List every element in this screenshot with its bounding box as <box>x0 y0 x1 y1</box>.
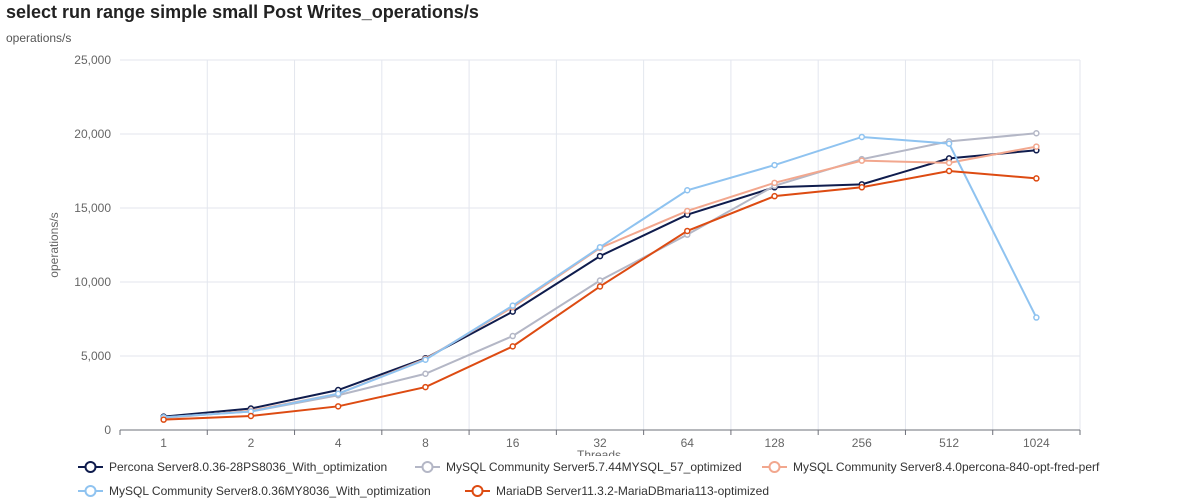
legend-label: MySQL Community Server8.4.0percona-840-o… <box>793 460 1100 474</box>
x-tick-label: 16 <box>506 436 520 450</box>
data-point[interactable] <box>858 157 866 164</box>
y-tick-label: 0 <box>104 423 111 437</box>
data-point[interactable] <box>596 283 604 290</box>
series-1 <box>160 130 1040 421</box>
data-point[interactable] <box>422 356 429 363</box>
x-tick-label: 512 <box>939 436 959 450</box>
legend-label: MariaDB Server11.3.2-MariaDBmaria113-opt… <box>496 484 769 498</box>
y-tick-label: 5,000 <box>81 349 111 363</box>
data-point[interactable] <box>596 252 604 260</box>
x-tick-label: 128 <box>765 436 785 450</box>
data-point[interactable] <box>334 403 342 410</box>
x-tick-label: 8 <box>422 436 429 450</box>
legend-label: MySQL Community Server8.0.36MY8036_With_… <box>109 484 431 498</box>
data-point[interactable] <box>684 186 691 194</box>
legend-item[interactable]: MySQL Community Server8.4.0percona-840-o… <box>762 460 1099 474</box>
data-point[interactable] <box>247 412 255 420</box>
legend-marker-icon <box>465 485 490 497</box>
data-point[interactable] <box>596 277 604 284</box>
data-point[interactable] <box>509 343 516 350</box>
data-point[interactable] <box>160 416 167 423</box>
legend-item[interactable]: MySQL Community Server5.7.44MYSQL_57_opt… <box>415 460 742 474</box>
grid-lines <box>120 59 1081 430</box>
data-point[interactable] <box>858 184 866 191</box>
series-lines <box>160 130 1040 423</box>
y-axis-title: operations/s <box>47 212 61 277</box>
x-tick-label: 2 <box>248 436 255 450</box>
data-point[interactable] <box>771 179 778 187</box>
legend-marker-icon <box>762 461 787 473</box>
y-tick-label: 15,000 <box>74 201 111 215</box>
y-tick-label: 20,000 <box>74 127 111 141</box>
data-point[interactable] <box>1033 175 1040 182</box>
x-axis-title: Threads <box>577 448 621 456</box>
y-tick-label: 10,000 <box>74 275 111 289</box>
x-tick-label: 1024 <box>1023 436 1050 450</box>
data-point[interactable] <box>1033 143 1040 150</box>
legend-item[interactable]: Percona Server8.0.36-28PS8036_With_optim… <box>78 460 387 474</box>
data-point[interactable] <box>771 161 778 169</box>
series-4 <box>160 167 1040 423</box>
legend-marker-icon <box>415 461 440 473</box>
data-point[interactable] <box>1033 314 1040 321</box>
chart-title: select run range simple small Post Write… <box>6 2 479 22</box>
data-point[interactable] <box>509 332 516 340</box>
data-point[interactable] <box>858 133 866 141</box>
x-tick-label: 32 <box>593 436 607 450</box>
legend-marker-icon <box>78 485 103 497</box>
legend-item[interactable]: MariaDB Server11.3.2-MariaDBmaria113-opt… <box>465 484 769 498</box>
data-point[interactable] <box>422 370 429 378</box>
legend-label: MySQL Community Server5.7.44MYSQL_57_opt… <box>446 460 742 474</box>
data-point[interactable] <box>509 302 516 309</box>
legend: Percona Server8.0.36-28PS8036_With_optim… <box>0 456 1200 500</box>
line-chart: 0 5,000 10,000 15,000 20,000 25,000 1 2 4 8 16 32 6… <box>47 53 1081 456</box>
x-tick-labels: 1 2 4 8 16 32 64 128 256 512 1024 <box>160 436 1050 450</box>
data-point[interactable] <box>422 383 429 391</box>
data-point[interactable] <box>771 192 778 200</box>
data-point[interactable] <box>596 243 604 251</box>
legend-item[interactable]: MySQL Community Server8.0.36MY8036_With_… <box>78 484 431 498</box>
data-point[interactable] <box>684 207 691 215</box>
data-point[interactable] <box>945 159 953 167</box>
series-3 <box>160 133 1040 421</box>
data-point[interactable] <box>1033 130 1040 137</box>
data-point[interactable] <box>684 227 691 235</box>
x-tick-label: 256 <box>852 436 872 450</box>
data-point[interactable] <box>945 167 953 175</box>
axes <box>119 429 1081 435</box>
data-point[interactable] <box>945 140 953 147</box>
legend-marker-icon <box>78 461 103 473</box>
y-tick-labels: 0 5,000 10,000 15,000 20,000 25,000 <box>74 53 111 437</box>
x-tick-label: 1 <box>160 436 167 450</box>
data-point[interactable] <box>334 390 342 397</box>
y-tick-label: 25,000 <box>74 53 111 67</box>
legend-label: Percona Server8.0.36-28PS8036_With_optim… <box>109 460 388 474</box>
x-tick-label: 64 <box>681 436 695 450</box>
chart-subtitle: operations/s <box>6 31 72 45</box>
x-tick-label: 4 <box>335 436 342 450</box>
